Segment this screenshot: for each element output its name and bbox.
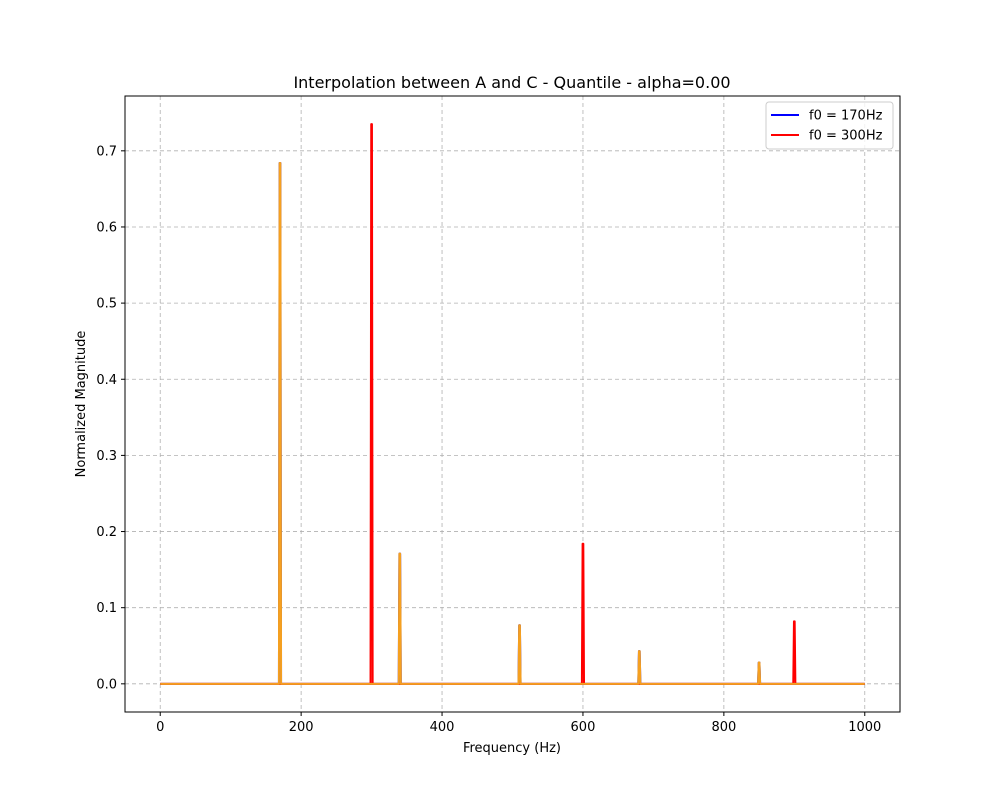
y-tick-label: 0.2 — [96, 525, 117, 540]
x-tick-label: 200 — [289, 720, 314, 735]
y-tick-label: 0.1 — [96, 601, 117, 616]
legend-label: f0 = 170Hz — [809, 109, 883, 124]
x-axis: 0 200 400 600 800 1000 — [156, 712, 881, 735]
y-axis-label: Normalized Magnitude — [74, 331, 89, 478]
y-tick-label: 0.4 — [96, 373, 117, 388]
y-tick-label: 0.7 — [96, 144, 117, 159]
x-tick-label: 600 — [571, 720, 596, 735]
y-tick-label: 0.5 — [96, 297, 117, 312]
x-tick-label: 400 — [430, 720, 455, 735]
x-tick-label: 800 — [711, 720, 736, 735]
y-tick-label: 0.6 — [96, 220, 117, 235]
x-axis-label: Frequency (Hz) — [463, 741, 561, 756]
legend: f0 = 170Hz f0 = 300Hz — [765, 101, 894, 150]
legend-label: f0 = 300Hz — [809, 129, 883, 144]
y-tick-label: 0.3 — [96, 449, 117, 464]
x-tick-label: 1000 — [848, 720, 881, 735]
y-tick-label: 0.0 — [96, 677, 117, 692]
legend-box — [765, 101, 894, 150]
plot-frame — [124, 95, 901, 713]
x-tick-label: 0 — [156, 720, 164, 735]
series-line-interpolated — [160, 162, 865, 685]
series-line-1 — [160, 123, 865, 685]
series-layer — [160, 123, 865, 685]
chart-title: Interpolation between A and C - Quantile… — [293, 73, 730, 92]
y-axis: 0.0 0.1 0.2 0.3 0.4 0.5 0.6 0.7 — [96, 144, 125, 692]
